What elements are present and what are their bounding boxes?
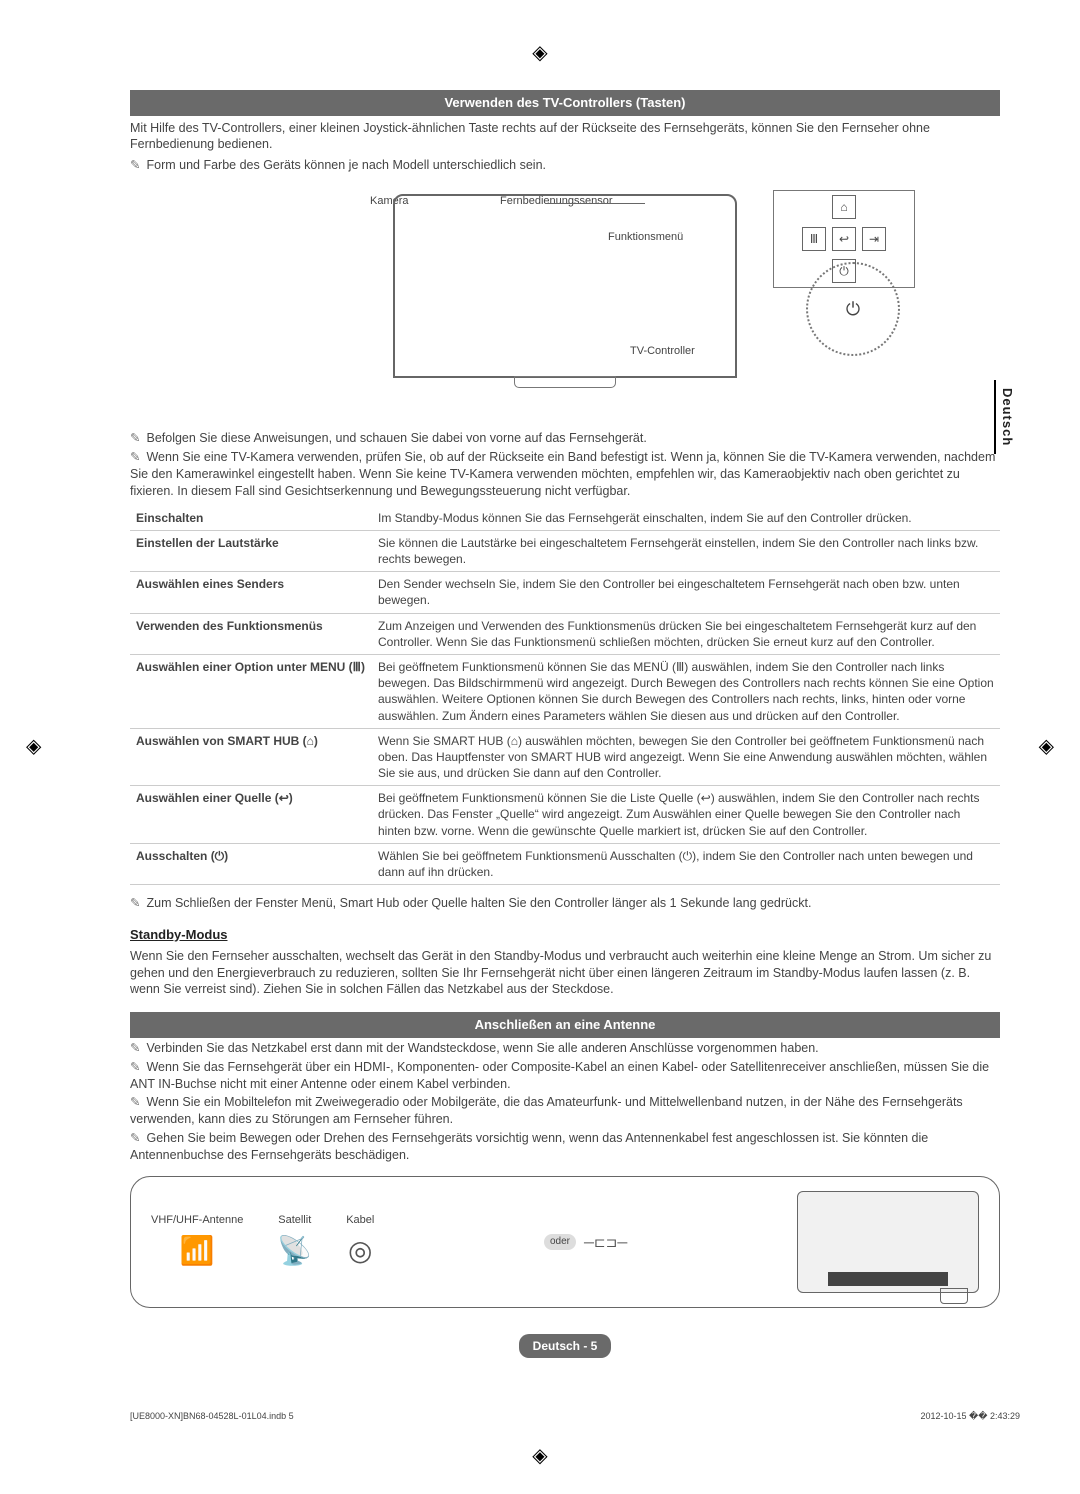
ant-tip-3: Wenn Sie ein Mobiltelefon mit Zweiwegera… (130, 1094, 1000, 1128)
row-key: Verwenden des Funktionsmenüs (130, 613, 372, 654)
menu-icon: Ⅲ (802, 227, 826, 251)
tv-controller-diagram: Kamera Fernbedienungssensor Funktionsmen… (130, 194, 1000, 424)
tip-front: Befolgen Sie diese Anweisungen, und scha… (130, 430, 1000, 447)
row-val: Im Standby-Modus können Sie das Fernsehg… (372, 506, 1000, 531)
table-row: Auswählen einer Quelle (↩)Bei geöffnetem… (130, 786, 1000, 844)
row-key: Ausschalten (⏻) (130, 843, 372, 884)
table-row: Ausschalten (⏻)Wählen Sie bei geöffnetem… (130, 843, 1000, 884)
tip-camera: Wenn Sie eine TV-Kamera verwenden, prüfe… (130, 449, 1000, 500)
tv-outline: ⌂ Ⅲ ↩ ⇥ ⏻ ⏻ (393, 194, 737, 378)
row-val: Sie können die Lautstärke bei eingeschal… (372, 530, 1000, 571)
label-oder: oder (544, 1234, 576, 1250)
standby-text: Wenn Sie den Fernseher ausschalten, wech… (130, 948, 1000, 999)
tip-close-windows: Zum Schließen der Fenster Menü, Smart Hu… (130, 895, 1000, 912)
controller-actions-table: EinschaltenIm Standby-Modus können Sie d… (130, 506, 1000, 886)
row-key: Einschalten (130, 506, 372, 531)
return-icon: ↩ (832, 227, 856, 251)
meta-timestamp: 2012-10-15 �� 2:43:29 (920, 1410, 1020, 1422)
row-key: Auswählen von SMART HUB (⌂) (130, 728, 372, 786)
table-row: EinschaltenIm Standby-Modus können Sie d… (130, 506, 1000, 531)
row-key: Auswählen einer Option unter MENU (Ⅲ) (130, 654, 372, 728)
standby-heading: Standby-Modus (130, 926, 1000, 944)
label-kabel: Kabel (346, 1213, 374, 1228)
label-satellit: Satellit (278, 1213, 311, 1228)
page-number: Deutsch - 5 (519, 1334, 612, 1358)
connector-icon: ─⊏⊐─ (584, 1233, 627, 1252)
page-footer: Deutsch - 5 (130, 1334, 1000, 1358)
antenna-diagram: VHF/UHF-Antenne 📶 Satellit 📡 Kabel ◎ ode… (130, 1176, 1000, 1308)
tip-form-color: Form und Farbe des Geräts können je nach… (130, 157, 1000, 174)
section-tv-controller-head: Verwenden des TV-Controllers (Tasten) (130, 90, 1000, 116)
controller-joystick-icon: ⏻ (806, 262, 900, 356)
reg-mark-bottom: ◈ (532, 1443, 547, 1470)
wall-socket-icon: ◎ (348, 1231, 372, 1271)
row-val: Zum Anzeigen und Verwenden des Funktions… (372, 613, 1000, 654)
meta-filename: [UE8000-XN]BN68-04528L-01L04.indb 5 (130, 1410, 294, 1422)
row-key: Auswählen eines Senders (130, 572, 372, 613)
antenna-icon: 📶 (180, 1231, 215, 1271)
table-row: Auswählen eines SendersDen Sender wechse… (130, 572, 1000, 613)
intro-text: Mit Hilfe des TV-Controllers, einer klei… (130, 120, 1000, 154)
tv-rear-panel (797, 1191, 979, 1293)
satellite-dish-icon: 📡 (277, 1231, 312, 1271)
row-val: Den Sender wechseln Sie, indem Sie den C… (372, 572, 1000, 613)
smarthub-icon: ⌂ (832, 195, 856, 219)
section-antenna-head: Anschließen an eine Antenne (130, 1012, 1000, 1038)
page-body: Deutsch Verwenden des TV-Controllers (Ta… (0, 0, 1080, 1398)
source-icon: ⇥ (862, 227, 886, 251)
table-row: Verwenden des FunktionsmenüsZum Anzeigen… (130, 613, 1000, 654)
row-val: Wenn Sie SMART HUB (⌂) auswählen möchten… (372, 728, 1000, 786)
row-key: Einstellen der Lautstärke (130, 530, 372, 571)
row-val: Bei geöffnetem Funktionsmenü können Sie … (372, 786, 1000, 844)
row-val: Bei geöffnetem Funktionsmenü können Sie … (372, 654, 1000, 728)
ant-tip-4: Gehen Sie beim Bewegen oder Drehen des F… (130, 1130, 1000, 1164)
table-row: Auswählen einer Option unter MENU (Ⅲ)Bei… (130, 654, 1000, 728)
table-row: Einstellen der LautstärkeSie können die … (130, 530, 1000, 571)
ant-tip-2: Wenn Sie das Fernsehgerät über ein HDMI-… (130, 1059, 1000, 1093)
ant-tip-1: Verbinden Sie das Netzkabel erst dann mi… (130, 1040, 1000, 1057)
row-key: Auswählen einer Quelle (↩) (130, 786, 372, 844)
row-val: Wählen Sie bei geöffnetem Funktionsmenü … (372, 843, 1000, 884)
label-vhf: VHF/UHF-Antenne (151, 1213, 243, 1228)
table-row: Auswählen von SMART HUB (⌂)Wenn Sie SMAR… (130, 728, 1000, 786)
